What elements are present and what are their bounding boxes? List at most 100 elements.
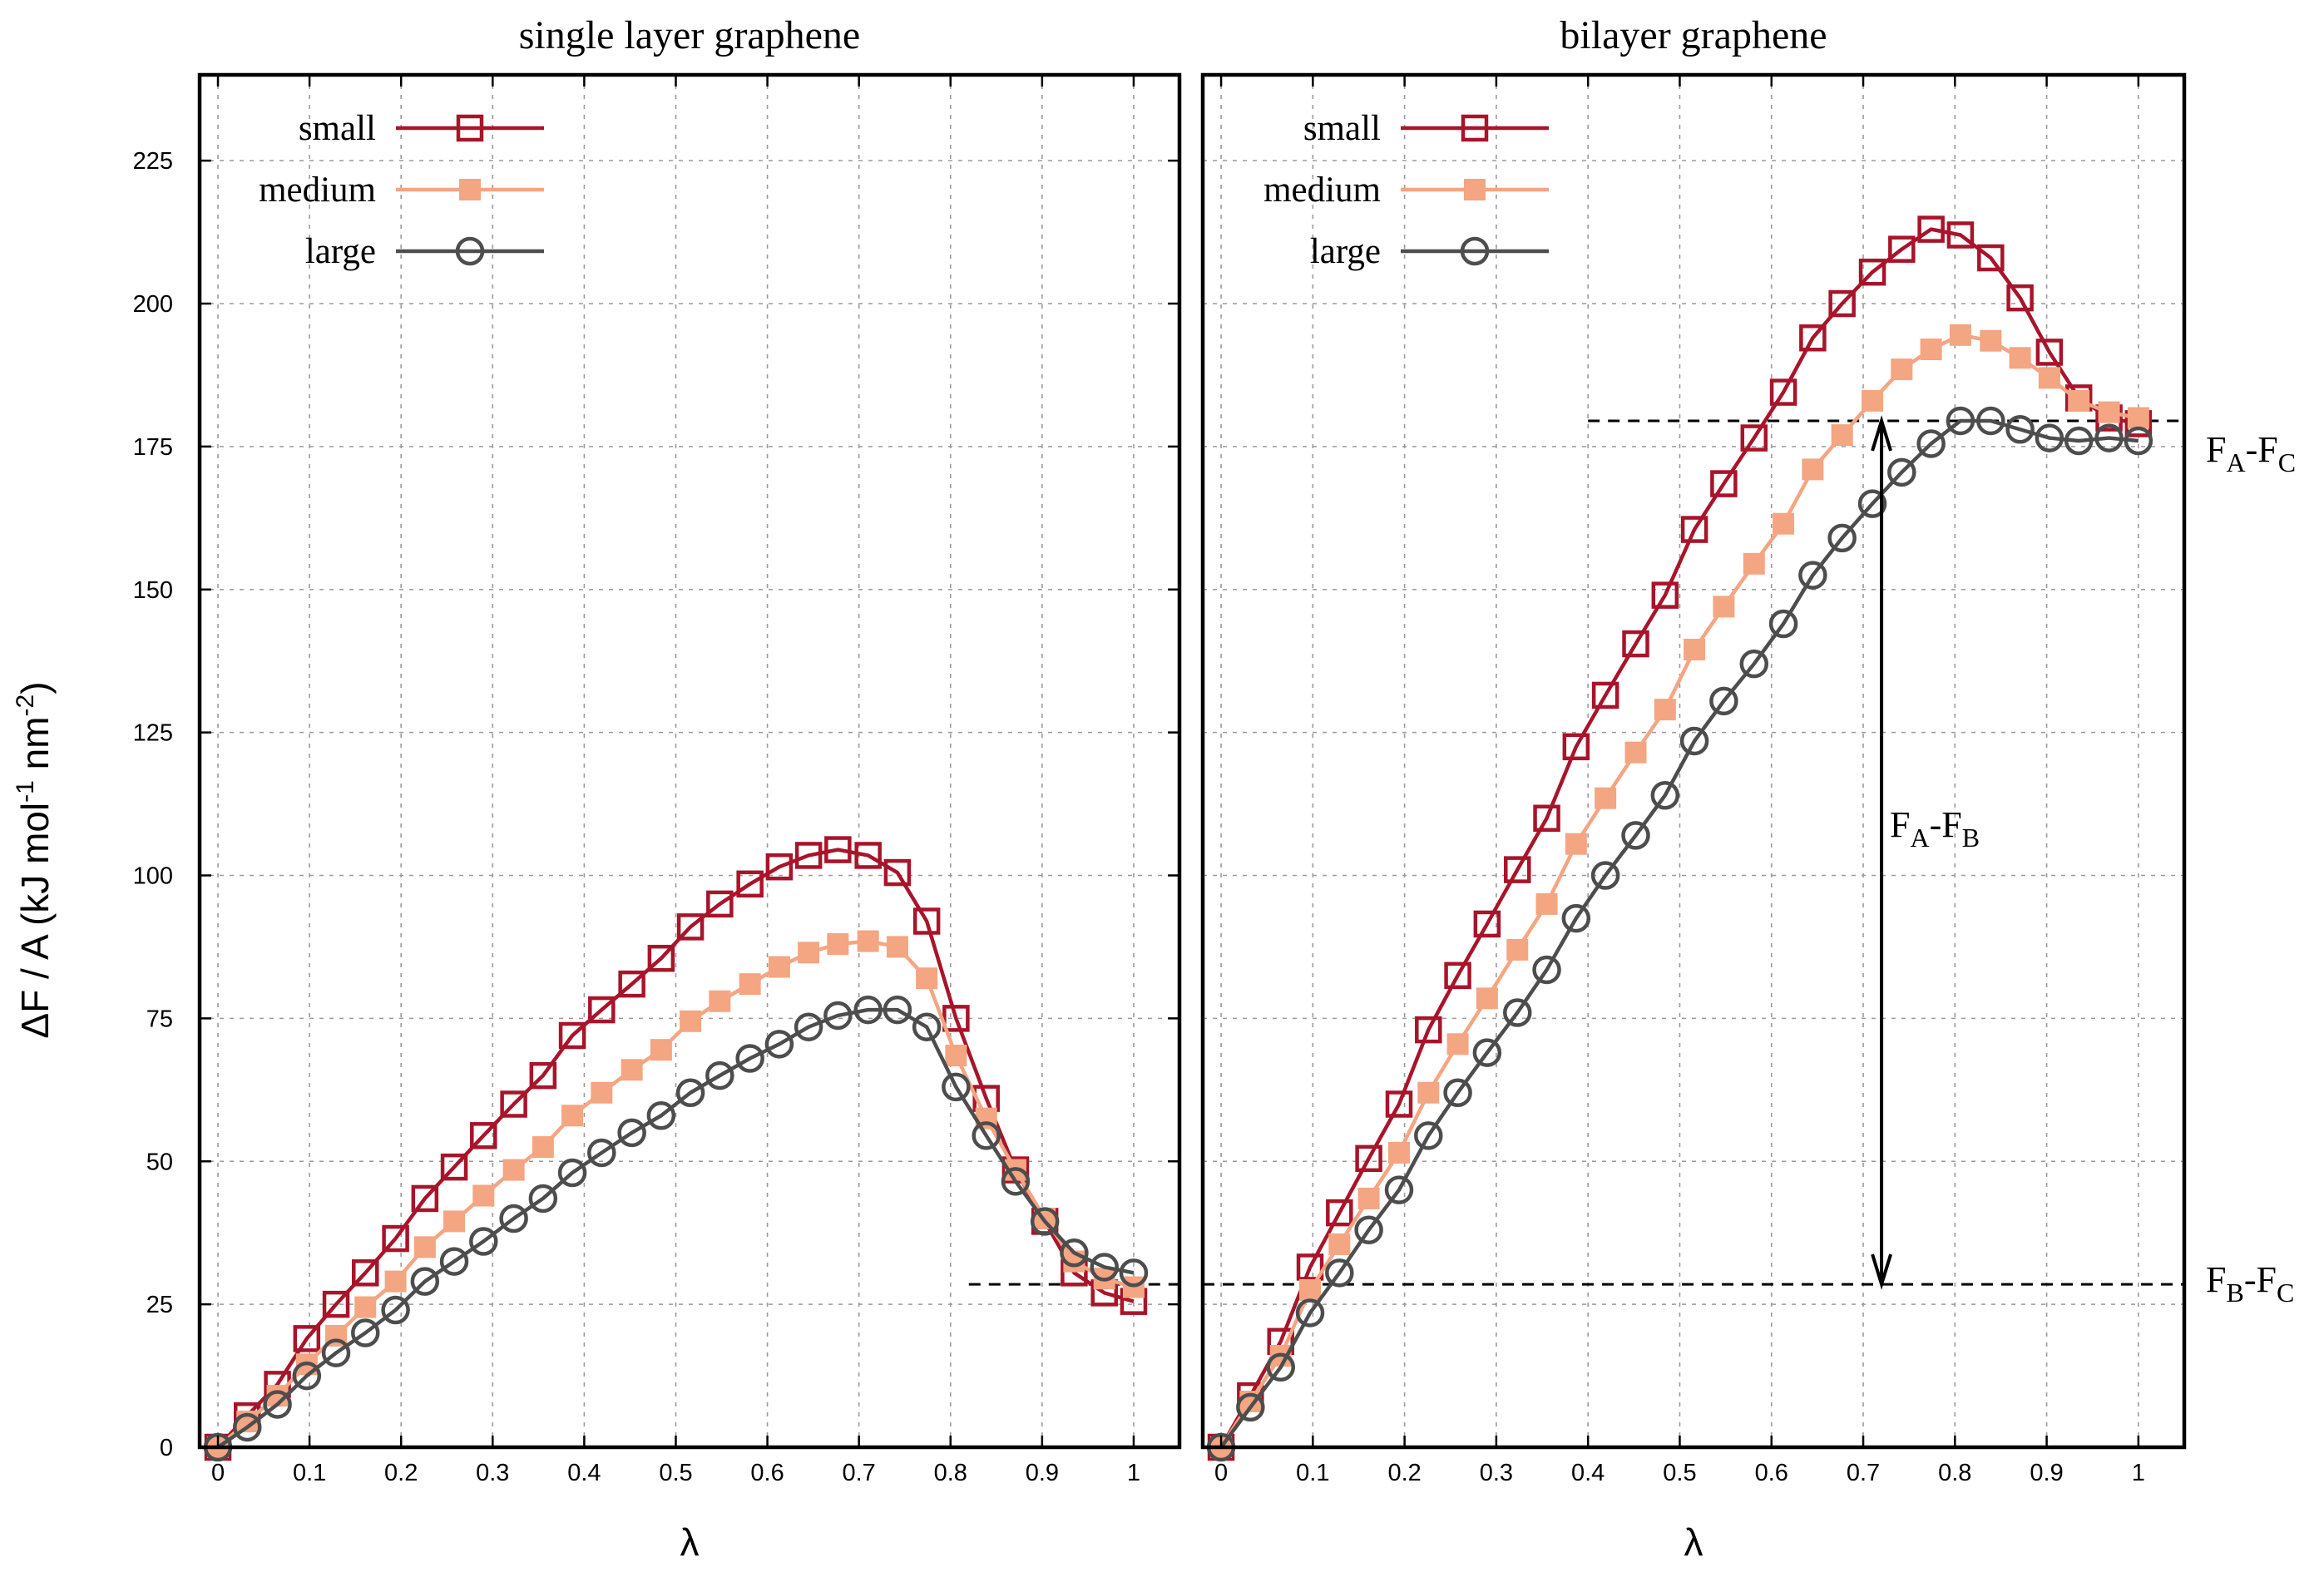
data-point-medium (1980, 329, 2002, 352)
data-point-large (499, 1204, 528, 1233)
y-tick-label: 75 (146, 1006, 173, 1032)
legend-label-large: large (1310, 232, 1381, 271)
data-point-medium (1831, 424, 1853, 447)
data-point-medium (354, 1296, 377, 1318)
data-point-medium (945, 1045, 967, 1067)
data-point-large (1621, 821, 1650, 850)
data-point-large (2094, 423, 2124, 452)
data-point-medium (1506, 938, 1529, 961)
data-point-small (794, 842, 823, 869)
data-point-large (1650, 781, 1680, 810)
data-point-small (529, 1061, 557, 1090)
legend-label-large: large (305, 232, 376, 271)
arrow-head-up (1871, 415, 1892, 452)
data-point-small (1385, 1090, 1413, 1118)
panel-title: bilayer graphene (1560, 13, 1827, 57)
data-point-large (557, 1158, 587, 1188)
data-point-large (381, 1295, 410, 1325)
data-point-small (440, 1153, 468, 1181)
data-point-small (1533, 804, 1560, 832)
legend-label-medium: medium (1263, 171, 1381, 210)
data-point-large (1709, 686, 1738, 716)
data-point-small (1562, 733, 1590, 761)
data-point-medium (709, 990, 731, 1012)
data-point-large (292, 1361, 322, 1391)
data-point-small (824, 836, 852, 863)
x-axis-label: λ (680, 1520, 700, 1564)
data-point-medium (1446, 1033, 1469, 1055)
data-point-large (469, 1227, 498, 1256)
x-tick-label: 0.7 (1847, 1460, 1880, 1486)
data-point-large (1414, 1121, 1443, 1150)
data-point-large (764, 1030, 794, 1059)
arrow-head-down (1871, 1253, 1892, 1290)
data-point-medium (2009, 347, 2031, 369)
legend-label-small: small (1303, 109, 1381, 148)
data-point-medium (1476, 987, 1498, 1010)
data-point-small (765, 853, 794, 881)
panel-bilayer: 0 0.1 0.2 0.3 0.4 0.5 0.6 0.7 0.8 0.9 1 bilayer gra… (1200, 13, 2187, 1564)
data-point-medium (2098, 401, 2120, 423)
x-axis-label: λ (1684, 1520, 1703, 1564)
data-point-small (618, 970, 645, 998)
data-point-small (1680, 516, 1708, 543)
legend-marker-medium (459, 179, 481, 200)
data-point-large (1561, 903, 1591, 933)
data-point-large (439, 1247, 469, 1276)
data-point-large (1030, 1207, 1060, 1236)
data-point-large (2005, 415, 2035, 444)
y-tick-label: 100 (133, 863, 173, 890)
x-tick-label: 0 (211, 1460, 225, 1486)
data-point-large (646, 1101, 676, 1130)
data-point-large (883, 995, 912, 1025)
x-tick-label: 0.8 (934, 1460, 967, 1486)
data-point-large (1060, 1238, 1089, 1268)
x-tick-label: 0.4 (1571, 1460, 1605, 1486)
data-point-small (1710, 470, 1738, 497)
data-point-small (736, 870, 764, 898)
data-point-large (232, 1412, 262, 1442)
data-point-large (2064, 426, 2094, 456)
data-point-small (2006, 284, 2034, 312)
data-point-small (1828, 289, 1856, 318)
data-point-large (1679, 726, 1709, 756)
data-point-small (706, 890, 734, 918)
data-point-large (263, 1390, 292, 1419)
x-tick-label: 0.1 (293, 1460, 326, 1486)
data-point-large (351, 1318, 380, 1347)
data-point-medium (827, 933, 849, 955)
panel-single-layer: 0 0.1 0.2 0.3 0.4 0.5 0.6 0.7 0.8 0.9 1 0 25 50 75 100 1… (133, 13, 1182, 1564)
data-point-large (794, 1012, 823, 1041)
data-point-medium (798, 942, 820, 964)
data-point-small (883, 858, 912, 887)
data-point-large (1443, 1078, 1472, 1107)
data-point-large (1887, 457, 1916, 487)
data-point-large (528, 1184, 558, 1214)
data-point-small (1415, 1016, 1442, 1044)
data-point-small (1977, 244, 2005, 272)
x-tick-label: 0.5 (1663, 1460, 1696, 1486)
data-point-small (500, 1090, 527, 1118)
x-tick-label: 0.3 (476, 1460, 509, 1486)
x-tick-label: 0.7 (843, 1460, 876, 1486)
series-line-small (1219, 227, 2139, 1449)
plot-frame (1200, 72, 2187, 1450)
y-tick-label: 150 (133, 577, 173, 604)
data-point-small (1504, 856, 1531, 883)
data-point-large (1739, 649, 1769, 679)
data-point-large (410, 1267, 440, 1296)
data-point-medium (1328, 1233, 1351, 1255)
data-point-small (1651, 581, 1679, 609)
data-point-large (1946, 406, 1975, 436)
y-axis-label: ΔF / A (kJ mol-1 nm-2) (12, 681, 57, 1038)
data-point-medium (1565, 833, 1587, 855)
data-point-small (2035, 339, 2064, 366)
legend-marker-large (455, 236, 485, 266)
data-point-large (1976, 406, 2005, 436)
data-point-large (1768, 609, 1798, 639)
data-point-medium (1802, 458, 1824, 481)
data-point-small (352, 1259, 379, 1287)
data-point-large (2124, 426, 2153, 456)
legend-marker-small (1461, 114, 1489, 142)
data-point-large (675, 1078, 705, 1107)
